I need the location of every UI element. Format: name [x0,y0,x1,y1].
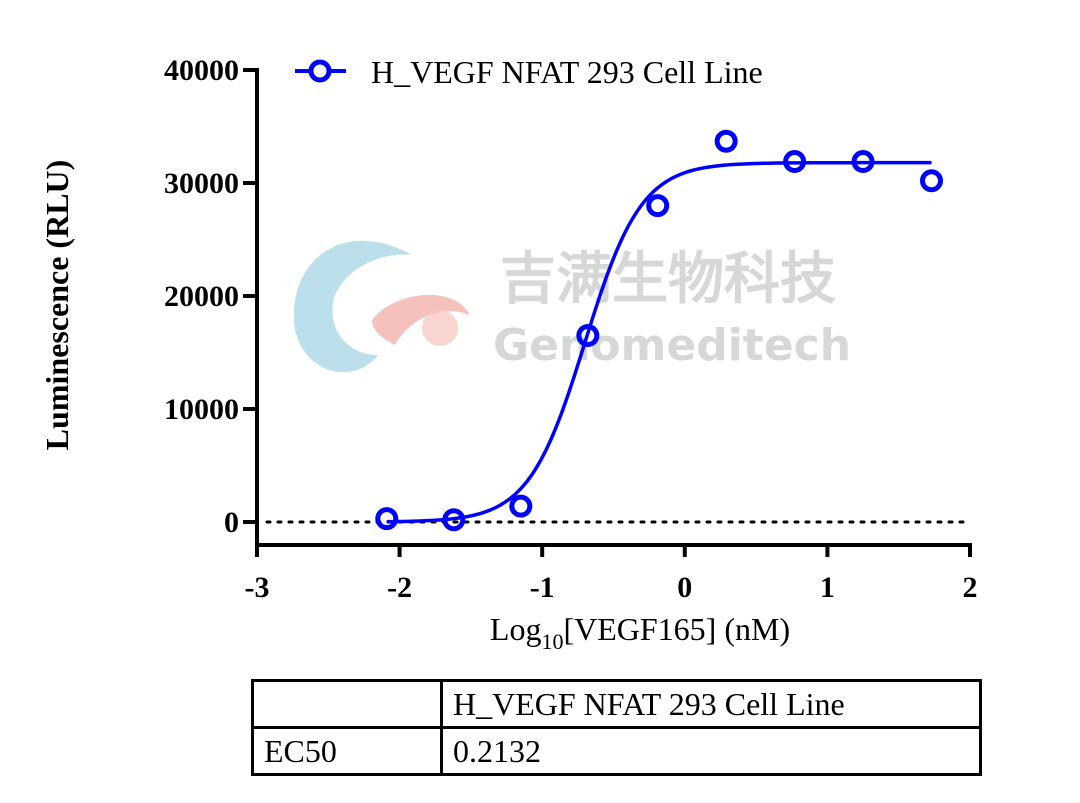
data-point [375,507,399,531]
x-axis-title-sub: 10 [541,629,563,654]
y-tick-label: 10000 [164,393,239,426]
table-cell-value: 0.2132 [440,726,982,776]
x-ticks: -3 -2 -1 0 1 2 [245,545,978,604]
watermark-cn: 吉满生物科技 [500,247,836,312]
ec50-table: H_VEGF NFAT 293 Cell Line EC50 0.2132 [251,679,982,776]
data-point [851,150,875,174]
watermark: 吉满生物科技 Genomeditech [293,240,851,373]
x-tick-label: -3 [245,571,270,604]
x-tick-label: -2 [387,571,412,604]
y-tick-label: 20000 [164,280,239,313]
x-axis-title: Log10[VEGF165] (nM) [490,611,790,654]
x-tick-label: -1 [530,571,555,604]
y-tick-label: 30000 [164,167,239,200]
x-tick-label: 1 [820,571,835,604]
table-cell-label: EC50 [251,726,443,776]
fit-curve [386,160,932,524]
data-points [375,129,943,532]
x-tick-label: 0 [677,571,692,604]
data-point [576,324,600,348]
x-axis-title-base: Log [490,611,542,647]
data-point [509,494,533,518]
table-row: EC50 0.2132 [251,726,982,776]
data-point [714,129,738,153]
data-point [646,194,670,218]
legend-marker [308,59,332,83]
x-axis-title-rest: [VEGF165] (nM) [563,611,790,647]
watermark-en: Genomeditech [493,320,851,371]
y-ticks: 0 10000 20000 30000 40000 [164,54,257,539]
chart: 吉满生物科技 Genomeditech -3 -2 -1 0 1 2 0 10000 2000… [39,54,978,654]
watermark-logo-icon [293,240,470,373]
data-point [442,508,466,532]
data-point [919,169,943,193]
legend-label: H_VEGF NFAT 293 Cell Line [371,54,763,90]
data-point [783,150,807,174]
y-axis-title: Luminescence (RLU) [39,160,75,451]
table-header-cell: H_VEGF NFAT 293 Cell Line [440,679,982,729]
table-header-cell [251,679,443,729]
table-header-row: H_VEGF NFAT 293 Cell Line [251,679,982,729]
y-tick-label: 0 [224,506,239,539]
x-tick-label: 2 [963,571,978,604]
y-tick-label: 40000 [164,54,239,87]
legend: H_VEGF NFAT 293 Cell Line [295,54,763,90]
